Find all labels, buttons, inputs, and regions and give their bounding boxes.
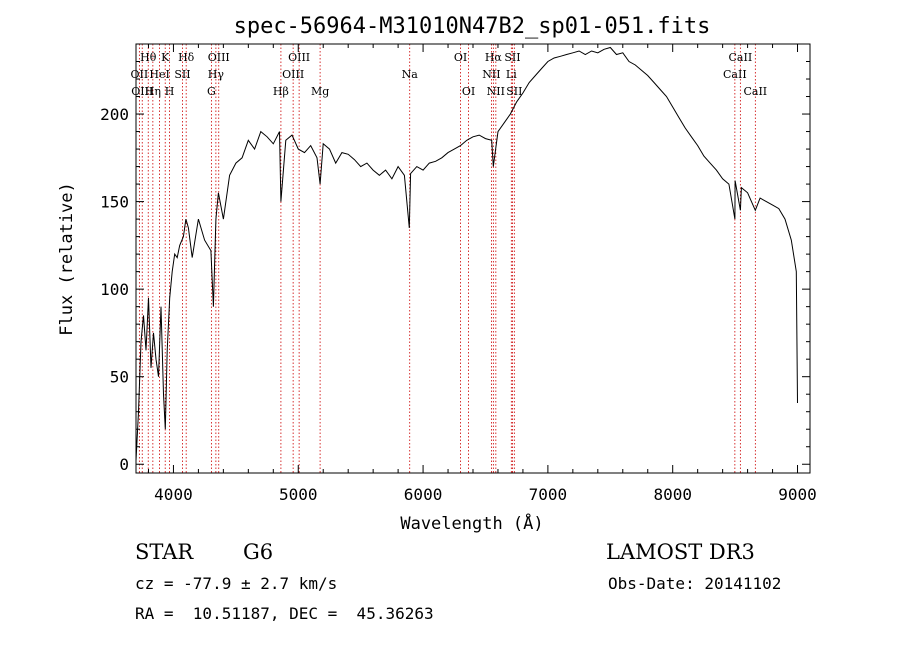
flux-series-line <box>135 46 798 461</box>
object-subclass: G6 <box>243 540 274 564</box>
spectral-line-label: OIII <box>282 68 304 81</box>
spectral-line-label: CaII <box>743 85 767 98</box>
y-axis: 0 50 100 150 200 <box>100 61 810 474</box>
spectral-line-label: Li <box>506 68 517 81</box>
spectral-line-label: OII <box>131 68 149 81</box>
plot-frame <box>135 43 811 474</box>
spectral-line-label: SII <box>174 68 190 81</box>
spectral-line-label: Na <box>402 68 419 81</box>
spectral-line-label: CaII <box>729 51 753 64</box>
spectral-line-label: Hα <box>485 51 503 64</box>
y-axis-label: Flux (relative) <box>57 182 77 336</box>
spectral-line-label: Hβ <box>273 85 289 98</box>
spectral-line-label: OIII <box>131 85 153 98</box>
spectral-line-label: SII <box>504 51 520 64</box>
x-axis: 4000 5000 6000 7000 8000 9000 <box>147 44 817 504</box>
spectral-line-markers <box>138 44 756 473</box>
spectral-line-label: OI <box>454 51 467 64</box>
spectral-line-label: HeI <box>149 68 169 81</box>
survey-name: LAMOST DR3 <box>606 540 755 564</box>
spectral-line-label: Mg <box>311 85 329 98</box>
x-tick-label: 5000 <box>279 485 318 504</box>
spectral-line-label: K <box>161 51 170 64</box>
chart-title: spec-56964-M31010N47B2_sp01-051.fits <box>234 14 711 39</box>
x-tick-label: 9000 <box>778 485 817 504</box>
spectral-line-label: NII <box>487 85 505 98</box>
spectral-line-label: H <box>165 85 175 98</box>
y-tick-label: 0 <box>119 455 129 474</box>
spectral-line-label: Hγ <box>208 68 225 81</box>
spectral-line-label: SII <box>506 85 522 98</box>
spectral-line-label: Hδ <box>178 51 195 64</box>
x-tick-label: 6000 <box>404 485 443 504</box>
spectral-line-labels: OII OIII Hθ Hη HeI K H SII Hδ G Hγ OIII Hβ OIII OIII Mg… <box>131 51 768 98</box>
spectral-line-label: CaII <box>723 68 747 81</box>
object-class: STAR <box>135 540 194 564</box>
x-tick-label: 4000 <box>154 485 193 504</box>
y-tick-label: 150 <box>100 193 129 212</box>
spectral-line-label: Hθ <box>140 51 157 64</box>
x-axis-label: Wavelength (Å) <box>400 512 543 534</box>
y-tick-label: 200 <box>100 105 129 124</box>
x-tick-label: 8000 <box>653 485 692 504</box>
observation-date: Obs-Date: 20141102 <box>608 574 782 593</box>
spectral-line-label: OI <box>462 85 475 98</box>
y-tick-label: 100 <box>100 280 129 299</box>
redshift-info: cz = -77.9 ± 2.7 km/s <box>135 574 338 593</box>
spectral-line-label: G <box>207 85 216 98</box>
spectral-line-label: OIII <box>288 51 310 64</box>
spectral-line-label: OIII <box>208 51 230 64</box>
x-tick-label: 7000 <box>529 485 568 504</box>
spectral-line-label: NII <box>482 68 500 81</box>
spectral-line-label: Hη <box>145 85 161 98</box>
coordinates: RA = 10.51187, DEC = 45.36263 <box>135 604 434 623</box>
y-tick-label: 50 <box>110 368 129 387</box>
